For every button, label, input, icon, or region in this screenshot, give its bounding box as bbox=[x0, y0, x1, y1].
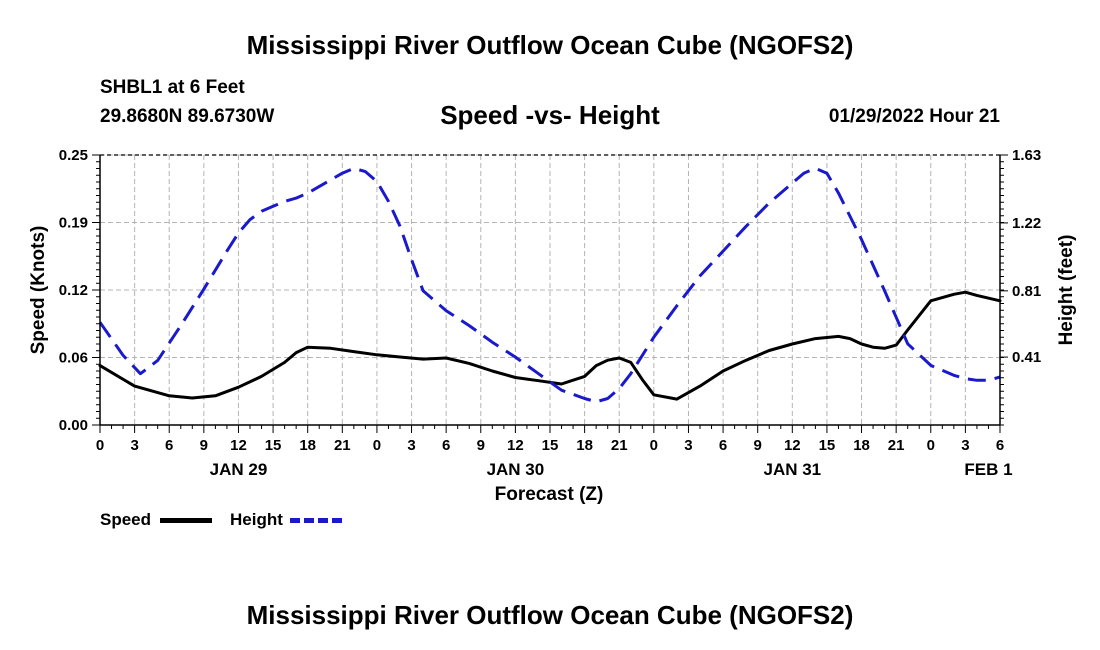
x-tick-label: 18 bbox=[299, 437, 316, 454]
y-tick-label: 0.00 bbox=[59, 417, 88, 434]
grid-layer bbox=[99, 154, 1001, 425]
x-tick-label: 0 bbox=[96, 437, 104, 454]
chart-title: Speed -vs- Height bbox=[440, 100, 660, 130]
legend-speed-label: Speed bbox=[100, 510, 152, 529]
x-tick-label: 3 bbox=[684, 437, 692, 454]
speed-height-chart: 0 3 6 9 12 15 18 21 0 3 6 9 12 15 18 21 0 3 6 9 12 15 18 21 0 3 6 0… bbox=[28, 147, 1077, 505]
x-tick-label: 6 bbox=[996, 437, 1004, 454]
date-label: JAN 30 bbox=[487, 460, 545, 479]
series-height-line bbox=[98, 166, 1001, 404]
x-tick-label: 9 bbox=[200, 437, 208, 454]
legend-height-swatch bbox=[290, 518, 342, 523]
y2-tick-label: 0.41 bbox=[1012, 349, 1041, 366]
x-tick-label: 21 bbox=[334, 437, 351, 454]
y-tick-label: 0.19 bbox=[59, 215, 88, 232]
y2-tick-label: 1.63 bbox=[1012, 147, 1041, 164]
x-tick-label: 6 bbox=[442, 437, 450, 454]
x-tick-label: 15 bbox=[819, 437, 836, 454]
x-tick-label: 3 bbox=[407, 437, 415, 454]
date-label: JAN 31 bbox=[763, 460, 821, 479]
y-axis-label: Speed (Knots) bbox=[28, 226, 49, 355]
x-axis-label: Forecast (Z) bbox=[495, 484, 604, 505]
x-tick-label: 3 bbox=[961, 437, 969, 454]
x-tick-label: 3 bbox=[130, 437, 138, 454]
y-tick-label: 0.06 bbox=[59, 350, 88, 367]
y2-tick-label: 0.81 bbox=[1012, 283, 1041, 300]
y-tick-label: 0.12 bbox=[59, 282, 88, 299]
timestamp-label: 01/29/2022 Hour 21 bbox=[828, 106, 1000, 127]
y-tick-label: 0.25 bbox=[59, 147, 88, 164]
coordinates-label: 29.8680N 89.6730W bbox=[100, 106, 275, 127]
x-tick-label: 21 bbox=[888, 437, 905, 454]
x-tick-label: 21 bbox=[611, 437, 628, 454]
x-tick-label: 6 bbox=[719, 437, 727, 454]
station-label: SHBL1 at 6 Feet bbox=[100, 77, 245, 98]
x-tick-label: 0 bbox=[650, 437, 658, 454]
date-label: FEB 1 bbox=[964, 460, 1012, 479]
x-tick-label: 0 bbox=[373, 437, 381, 454]
x-tick-label: 18 bbox=[576, 437, 593, 454]
axis-layer: 0 3 6 9 12 15 18 21 0 3 6 9 12 15 18 21 0 3 6 9 12 15 18 21 0 3 6 0… bbox=[59, 147, 1041, 479]
x-tick-label: 15 bbox=[542, 437, 559, 454]
y2-tick-label: 1.22 bbox=[1012, 215, 1041, 232]
x-tick-label: 12 bbox=[230, 437, 247, 454]
x-tick-label: 0 bbox=[927, 437, 935, 454]
x-tick-label: 15 bbox=[265, 437, 282, 454]
x-tick-label: 12 bbox=[784, 437, 801, 454]
x-tick-label: 18 bbox=[853, 437, 870, 454]
x-tick-label: 9 bbox=[477, 437, 485, 454]
y2-axis-label: Height (feet) bbox=[1056, 235, 1077, 346]
x-tick-label: 9 bbox=[754, 437, 762, 454]
footer-title: Mississippi River Outflow Ocean Cube (NG… bbox=[246, 600, 854, 630]
page-title: Mississippi River Outflow Ocean Cube (NG… bbox=[246, 30, 854, 60]
series-speed-line bbox=[98, 290, 1002, 401]
date-label: JAN 29 bbox=[210, 460, 268, 479]
x-tick-label: 6 bbox=[165, 437, 173, 454]
series-layer bbox=[98, 166, 1002, 404]
x-tick-label: 12 bbox=[507, 437, 524, 454]
legend-speed-swatch bbox=[160, 518, 212, 523]
legend-height-label: Height bbox=[230, 510, 283, 529]
